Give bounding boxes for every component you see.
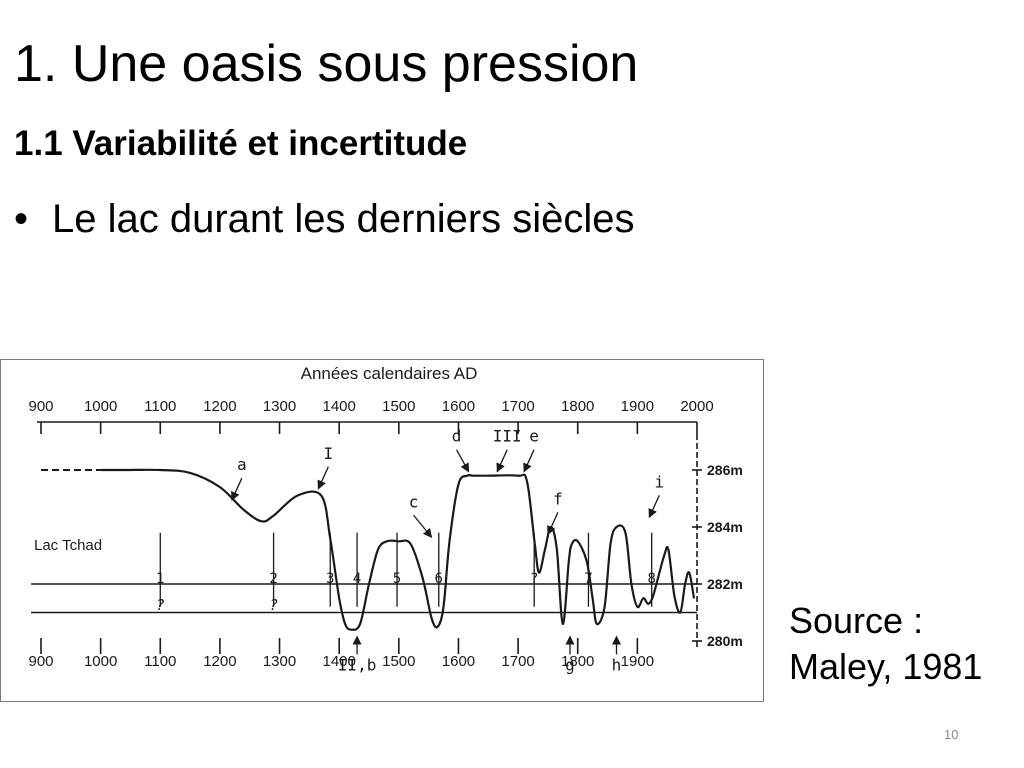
- top-tick-label: 1400: [322, 398, 355, 415]
- marker-question: ?: [156, 596, 165, 614]
- annotation-label: III: [493, 427, 522, 446]
- series-label: Lac Tchad: [34, 537, 102, 554]
- top-tick-label: 1500: [382, 398, 415, 415]
- bottom-axis: 900 1000 1100 1200 1300 1400 1500 1600 1700 1800 1…: [28, 638, 654, 670]
- bullet-icon: •: [14, 197, 29, 241]
- annotation-label: a: [237, 455, 247, 474]
- bottom-tick-label: 1800: [561, 653, 594, 670]
- bottom-tick-label: 1100: [144, 653, 176, 670]
- annotations: a Ic d III e f i II,b g h: [231, 427, 664, 674]
- annotation-label: c: [409, 492, 419, 511]
- annotation-label: e: [529, 427, 539, 446]
- marker-label: 8: [647, 571, 655, 587]
- annotation-arrow: [523, 449, 535, 473]
- chart-svg: Années calendaires AD Lac Tchad 900 1000 1…: [28, 364, 743, 674]
- top-tick-label: 2000: [680, 398, 713, 415]
- marker-label: 4: [353, 571, 361, 587]
- top-tick-label: 900: [28, 398, 53, 415]
- top-tick-label: 1300: [263, 398, 296, 415]
- markers: 1? 2? 3 4 5 6? 7 8: [156, 532, 656, 614]
- right-tick-label: 282m: [707, 576, 743, 592]
- annotation-arrow: [496, 449, 508, 473]
- annotation-arrow: [547, 512, 559, 536]
- annotation-label: g: [565, 655, 575, 674]
- chart-title: Années calendaires AD: [301, 364, 478, 383]
- bullet-item: • Le lac durant les derniers siècles: [14, 194, 635, 244]
- source-citation: Source : Maley, 1981: [789, 598, 982, 690]
- annotation-label: d: [452, 427, 462, 446]
- bottom-tick-label: 1500: [382, 653, 415, 670]
- right-axis: 286m 284m 282m 280m: [692, 434, 743, 650]
- annotation-arrow: [413, 514, 433, 538]
- bottom-tick-label: 1600: [442, 653, 475, 670]
- annotation-label: h: [612, 655, 622, 674]
- bottom-tick-label: 1200: [203, 653, 236, 670]
- marker-label: 2: [269, 571, 277, 587]
- marker-question: ?: [269, 596, 278, 614]
- top-axis: 900 1000 1100 1200 1300 1400 1500 1600 1700 1800 1…: [28, 398, 714, 434]
- annotation-label: I: [323, 444, 333, 463]
- marker-label: 1: [156, 571, 164, 587]
- marker-label: 5: [393, 571, 401, 587]
- annotation-label: i: [654, 472, 664, 491]
- bottom-tick-label: 1700: [501, 653, 534, 670]
- bottom-tick-label: 1400: [322, 653, 355, 670]
- right-tick-label: 284m: [707, 519, 743, 535]
- top-tick-label: 1700: [501, 398, 534, 415]
- annotation-arrow: [456, 449, 470, 473]
- top-tick-label: 1600: [442, 398, 475, 415]
- marker-label: ?: [530, 571, 538, 587]
- top-tick-label: 1000: [84, 398, 117, 415]
- lake-chad-chart: Années calendaires AD Lac Tchad 900 1000 1…: [0, 359, 764, 702]
- annotation-arrow: [648, 495, 660, 519]
- top-tick-label: 1900: [621, 398, 654, 415]
- lake-level-line: [100, 468, 696, 631]
- bottom-tick-label: 1000: [84, 653, 117, 670]
- right-tick-label: 286m: [707, 462, 743, 478]
- bottom-tick-label: 1900: [621, 653, 654, 670]
- annotation-label: f: [553, 489, 563, 508]
- marker-label: 6: [435, 571, 443, 587]
- top-tick-label: 1200: [203, 398, 236, 415]
- slide-subtitle: 1.1 Variabilité et incertitude: [14, 124, 468, 163]
- annotation-arrow: [317, 466, 329, 490]
- slide-number: 10: [944, 727, 959, 742]
- right-tick-label: 280m: [707, 633, 743, 649]
- source-reference: Maley, 1981: [789, 646, 983, 687]
- marker-label: 3: [326, 571, 334, 587]
- annotation-arrow: [231, 477, 243, 502]
- top-tick-label: 1100: [144, 398, 176, 415]
- bottom-tick-label: 1300: [263, 653, 296, 670]
- top-tick-label: 1800: [561, 398, 594, 415]
- annotation-label: II,b: [338, 655, 377, 674]
- marker-label: 7: [584, 571, 592, 587]
- slide-title: 1. Une oasis sous pression: [14, 35, 639, 93]
- source-label: Source :: [789, 600, 924, 641]
- bullet-text: Le lac durant les derniers siècles: [52, 197, 635, 241]
- lake-level-curve: [41, 468, 696, 631]
- bottom-tick-label: 900: [28, 653, 53, 670]
